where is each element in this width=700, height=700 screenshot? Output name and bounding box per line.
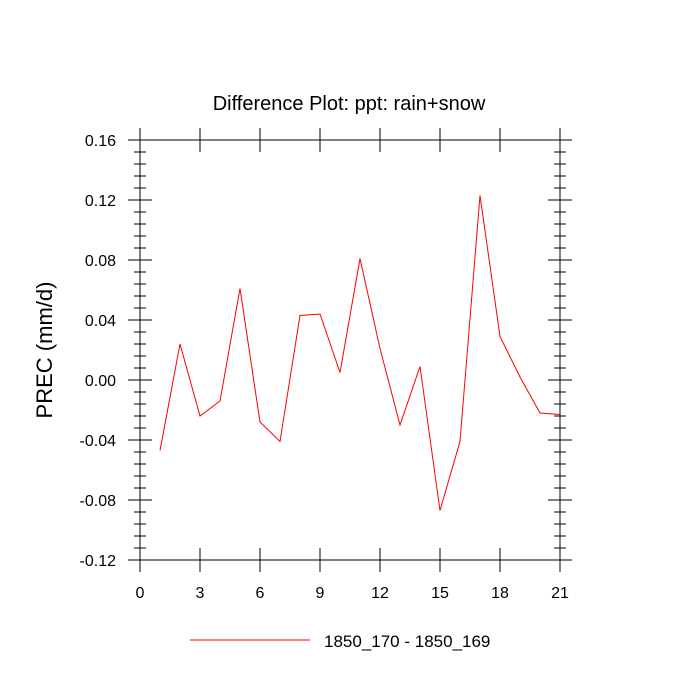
x-tick-label: 18 [491,585,509,602]
y-tick-label: -0.12 [80,553,117,570]
x-tick-label: 6 [256,585,265,602]
y-tick-label: -0.08 [80,493,117,510]
x-tick-label: 21 [551,585,569,602]
y-tick-label: 0.00 [85,373,116,390]
x-tick-label: 12 [371,585,389,602]
axis-tick-labels: 0 3 6 9 12 15 18 21 -0.12 -0.08 -0.04 0.00 0.04 0.08 0… [80,133,569,602]
x-tick-label: 0 [136,585,145,602]
legend-label: 1850_170 - 1850_169 [324,632,490,651]
y-tick-label: -0.04 [80,433,117,450]
legend: 1850_170 - 1850_169 [190,632,490,651]
y-tick-label: 0.04 [85,313,116,330]
x-tick-label: 15 [431,585,449,602]
y-tick-label: 0.08 [85,253,116,270]
series-layer [159,195,561,511]
x-tick-label: 9 [316,585,325,602]
x-tick-label: 3 [196,585,205,602]
y-tick-label: 0.16 [85,133,116,150]
y-axis-label: PREC (mm/d) [32,282,57,419]
y-tick-label: 0.12 [85,193,116,210]
series-line [159,195,561,511]
axis-ticks [128,128,572,572]
plot-frame [139,139,561,561]
chart-title: Difference Plot: ppt: rain+snow [213,93,486,115]
